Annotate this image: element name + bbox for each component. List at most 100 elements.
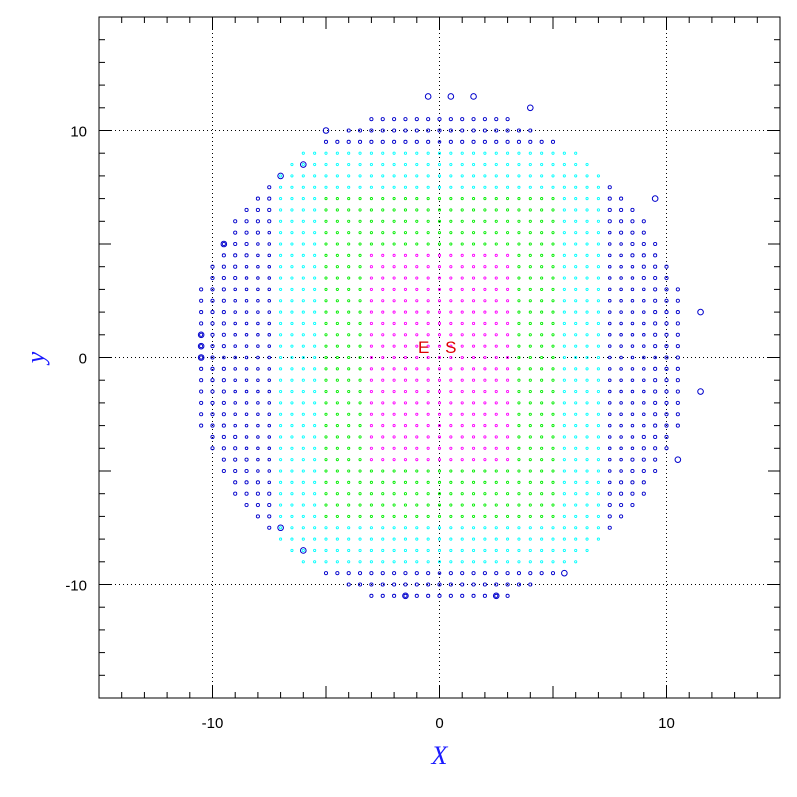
data-point: [279, 412, 283, 416]
data-point: [506, 458, 510, 462]
data-point: [347, 344, 351, 348]
data-point: [335, 344, 339, 348]
data-point: [608, 480, 612, 485]
data-point: [471, 265, 476, 269]
data-point: [324, 367, 328, 371]
data-point: [494, 185, 498, 189]
data-point: [471, 197, 476, 201]
data-point: [449, 310, 453, 314]
data-point: [585, 548, 589, 553]
data-point: [596, 401, 600, 405]
data-point: [324, 208, 328, 212]
data-point: [426, 174, 430, 178]
data-point: [619, 310, 623, 314]
data-point: [505, 593, 510, 598]
data-point: [403, 128, 408, 133]
data-point: [301, 548, 305, 553]
data-point: [619, 412, 623, 417]
data-point: [381, 401, 385, 405]
data-point: [483, 446, 487, 450]
data-point: [619, 242, 623, 246]
data-point: [460, 537, 464, 541]
data-point: [460, 378, 464, 382]
data-point: [494, 412, 498, 416]
data-point: [426, 287, 430, 291]
data-point: [358, 435, 362, 439]
data-point: [494, 378, 498, 382]
data-point: [596, 310, 600, 314]
data-point: [335, 446, 339, 450]
data-point: [460, 503, 464, 507]
data-point: [574, 276, 578, 280]
data-point: [414, 139, 419, 144]
data-point: [313, 355, 317, 360]
data-point: [403, 197, 408, 201]
x-tick-label: 10: [658, 715, 675, 732]
data-point: [494, 435, 498, 439]
data-point: [494, 526, 498, 530]
data-point: [335, 174, 339, 178]
data-point: [437, 593, 442, 598]
data-point: [392, 117, 397, 122]
data-point: [426, 151, 430, 155]
data-point: [415, 185, 419, 189]
data-point: [506, 276, 510, 280]
data-point: [437, 492, 442, 496]
data-point: [483, 276, 487, 280]
data-point: [517, 231, 521, 235]
data-point: [415, 458, 419, 462]
data-point: [540, 185, 544, 189]
data-point: [437, 310, 442, 314]
data-point: [562, 253, 566, 257]
data-point: [324, 492, 328, 496]
data-point: [381, 367, 385, 371]
data-point: [426, 242, 430, 246]
data-point: [460, 514, 464, 518]
data-point: [392, 151, 396, 155]
data-point: [313, 242, 317, 246]
data-point: [347, 424, 351, 428]
data-point-large: [527, 104, 534, 112]
data-point: [221, 423, 226, 428]
data-point: [415, 401, 419, 405]
data-point: [460, 276, 464, 280]
data-point: [426, 412, 430, 416]
data-point: [494, 287, 498, 291]
y-tick-label: 0: [79, 351, 87, 368]
data-point: [619, 446, 623, 451]
data-point: [551, 526, 555, 530]
data-point: [574, 208, 578, 212]
data-point: [415, 287, 419, 291]
data-point: [471, 378, 476, 382]
data-point: [528, 265, 532, 269]
data-point: [244, 344, 249, 348]
data-point: [506, 503, 510, 507]
data-point: [596, 492, 600, 496]
data-point: [381, 253, 385, 257]
data-point: [551, 503, 555, 507]
data-point: [403, 344, 408, 348]
data-point: [301, 458, 305, 462]
data-point: [562, 265, 566, 269]
data-point: [641, 491, 646, 496]
data-point: [244, 435, 249, 439]
data-point: [437, 174, 442, 178]
data-point: [369, 276, 373, 280]
data-point: [483, 265, 487, 269]
data-point: [607, 514, 612, 519]
data-point: [517, 537, 521, 541]
data-point: [437, 151, 442, 155]
data-point: [449, 435, 453, 439]
data-point: [357, 128, 363, 133]
data-point: [619, 457, 623, 462]
data-point: [347, 503, 351, 507]
data-point: [403, 287, 408, 291]
data-point: [664, 264, 669, 269]
data-point: [437, 537, 442, 541]
data-point: [358, 480, 362, 484]
data-point: [290, 162, 294, 167]
data-point: [426, 593, 431, 598]
data-point: [415, 276, 419, 280]
data-point: [494, 446, 498, 450]
data-point: [483, 253, 487, 257]
